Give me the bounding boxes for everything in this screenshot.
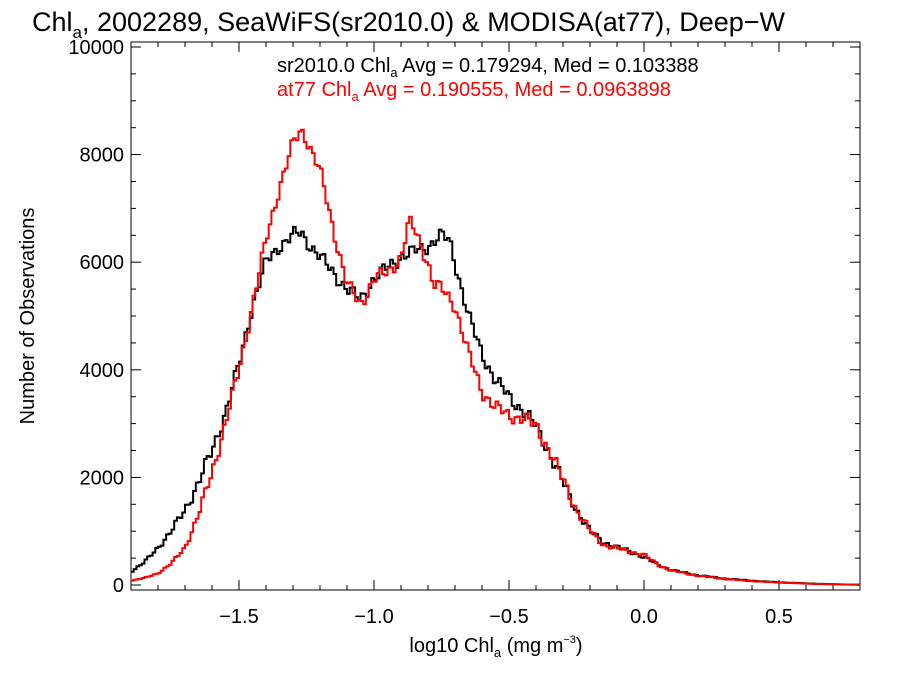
legend-at77-pre: at77 Chl: [277, 79, 352, 101]
chart-title-pre: Chl: [32, 7, 73, 37]
plot-frame: [130, 41, 861, 591]
x-tick-label: −1.5: [219, 606, 258, 628]
series-layer: [131, 128, 860, 586]
y-tick-label: 10000: [68, 37, 124, 59]
x-tick-label: −1.0: [354, 606, 393, 628]
x-axis-ticks: −1.5 −1.0 −0.5 0.0 0.5: [157, 42, 861, 628]
x-tick-label: 0.0: [630, 606, 658, 628]
legend-at77-sub: a: [352, 89, 360, 104]
x-axis-label-pre: log10 Chl: [409, 635, 494, 657]
series-line-at77: [131, 128, 860, 586]
y-tick-label: 6000: [80, 252, 125, 274]
legend-sr2010-post: Avg = 0.179294, Med = 0.103388: [398, 55, 699, 77]
y-axis-ticks: 0 2000 4000 6000 8000 10000: [68, 37, 860, 597]
x-axis-label: log10 Chla (mg m−3): [409, 634, 582, 660]
y-tick-label: 2000: [80, 467, 125, 489]
chart-title: Chla, 2002289, SeaWiFS(sr2010.0) & MODIS…: [32, 7, 786, 42]
y-tick-label: 4000: [80, 360, 125, 382]
legend-at77: at77 Chla Avg = 0.190555, Med = 0.096389…: [277, 79, 671, 104]
x-axis-label-sup: −3: [563, 634, 576, 646]
chart-title-post: , 2002289, SeaWiFS(sr2010.0) & MODISA(at…: [82, 7, 786, 37]
chart-title-sub: a: [73, 23, 83, 42]
y-tick-label: 0: [113, 575, 124, 597]
legend-sr2010-sub: a: [390, 65, 398, 80]
legend-sr2010-pre: sr2010.0 Chl: [277, 55, 390, 77]
x-tick-label: −0.5: [489, 606, 528, 628]
x-axis-label-sub: a: [494, 645, 502, 660]
legend-sr2010: sr2010.0 Chla Avg = 0.179294, Med = 0.10…: [277, 55, 699, 80]
x-axis-label-post: ): [576, 635, 583, 657]
x-tick-label: 0.5: [765, 606, 793, 628]
y-tick-label: 8000: [80, 145, 125, 167]
legend-at77-post: Avg = 0.190555, Med = 0.0963898: [359, 79, 671, 101]
y-axis-label: Number of Observations: [17, 208, 39, 425]
x-axis-label-mid: (mg m: [501, 635, 563, 657]
